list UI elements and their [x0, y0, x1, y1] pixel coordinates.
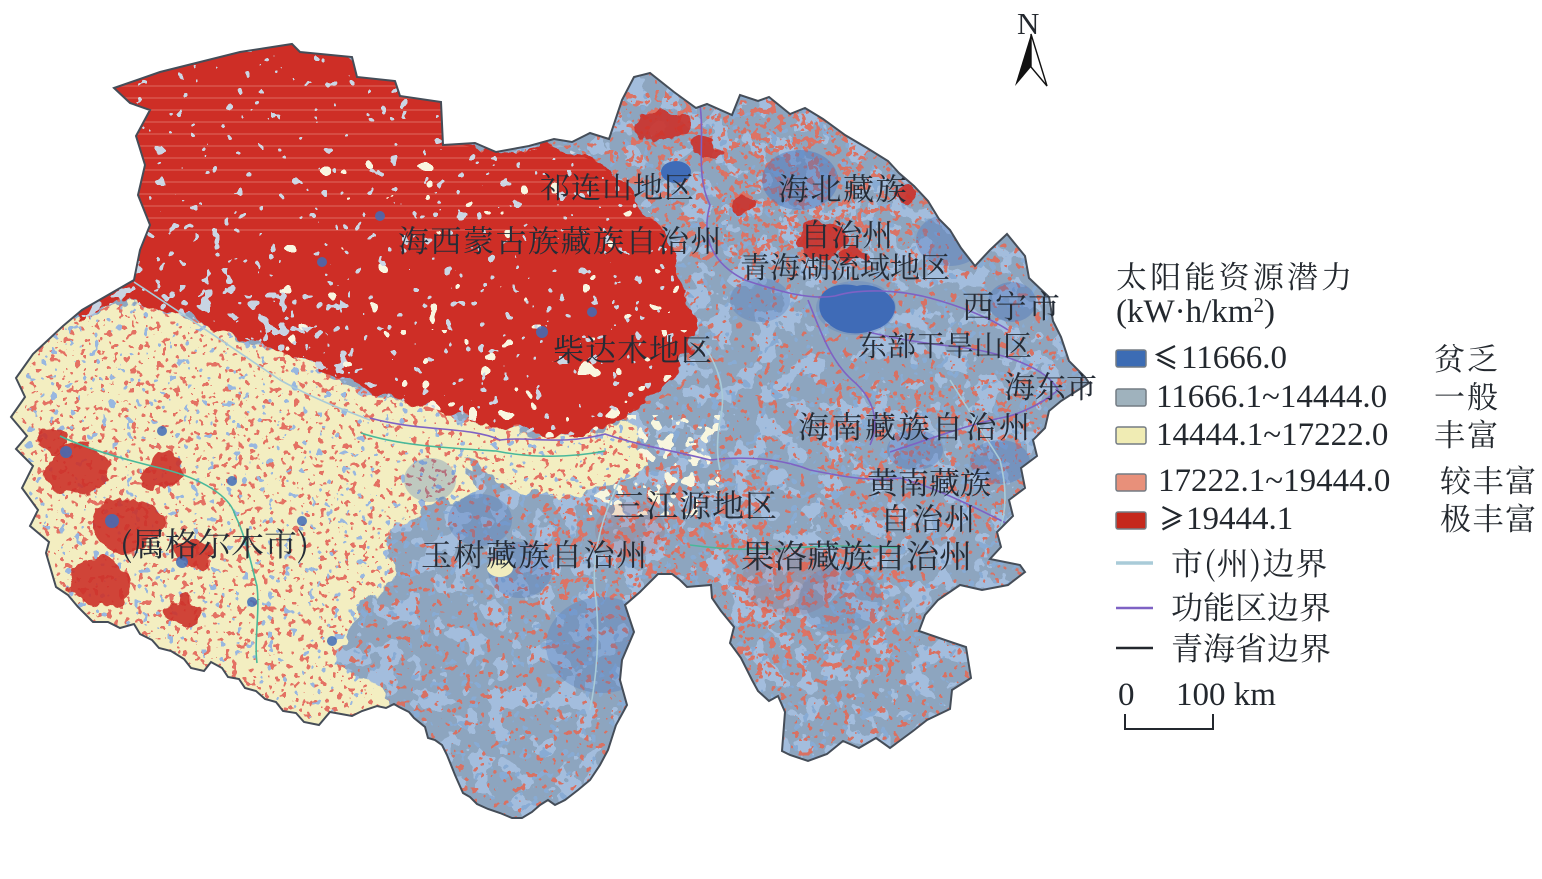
svg-text:17222.1~19444.0: 17222.1~19444.0	[1158, 463, 1390, 499]
svg-text:100 km: 100 km	[1176, 677, 1276, 713]
svg-text:0: 0	[1118, 677, 1135, 713]
svg-text:11666.0: 11666.0	[1181, 340, 1287, 376]
svg-text:19444.1: 19444.1	[1186, 501, 1293, 537]
svg-text:11666.1~14444.0: 11666.1~14444.0	[1156, 379, 1387, 415]
svg-text:14444.1~17222.0: 14444.1~17222.0	[1156, 417, 1388, 453]
svg-text:N: N	[1017, 6, 1039, 41]
svg-text:(kW·h/km2): (kW·h/km2)	[1116, 293, 1275, 330]
